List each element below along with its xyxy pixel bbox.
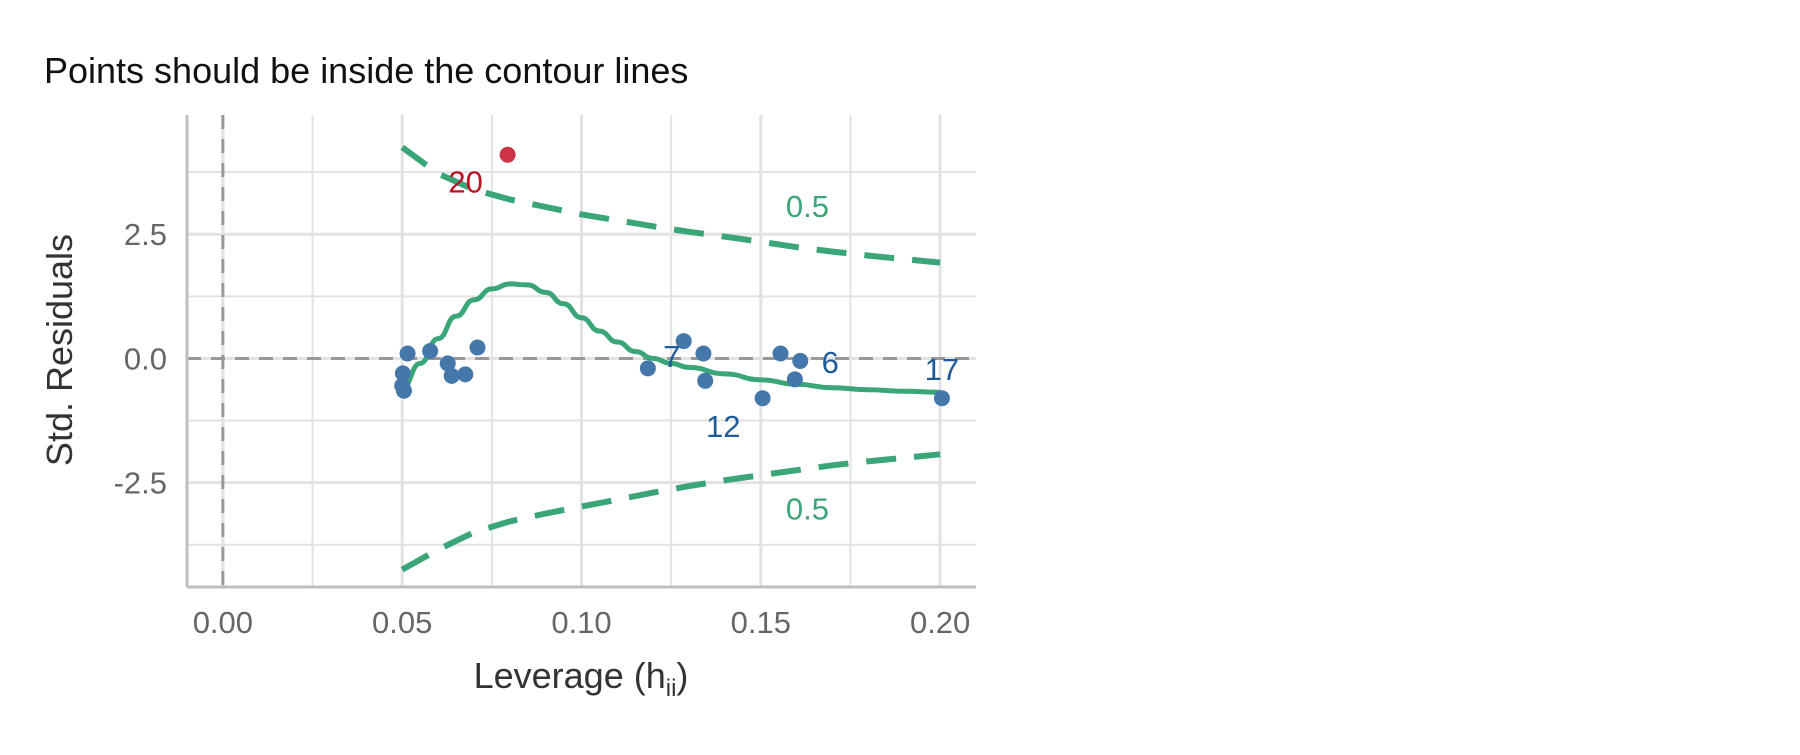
influential-point: [499, 146, 516, 163]
data-point: [443, 367, 460, 384]
x-tick-label: 0.20: [910, 605, 970, 640]
data-point: [469, 339, 486, 356]
x-tick-label: 0.15: [731, 605, 791, 640]
data-point: [439, 355, 456, 372]
point-label: 17: [925, 352, 959, 387]
x-tick-label: 0.10: [551, 605, 611, 640]
contour-label: 0.5: [786, 492, 829, 527]
data-point: [639, 360, 656, 377]
y-tick-label: 2.5: [124, 217, 167, 252]
chart-title: Points should be inside the contour line…: [44, 50, 688, 91]
contour-lines: 0.5 0.5: [400, 144, 941, 573]
data-points: [394, 146, 950, 407]
reference-lines: [187, 115, 976, 587]
grid: [187, 115, 976, 587]
point-label: 12: [706, 409, 740, 444]
data-point: [399, 345, 416, 362]
x-axis-title: Leverage (hii): [474, 655, 689, 702]
y-axis-title: Std. Residuals: [39, 234, 80, 466]
axes: 0.00 0.05 0.10 0.15 0.20 -2.5 0.0 2.5: [114, 115, 976, 640]
x-axis-title-main: Leverage (h: [474, 655, 666, 696]
data-point: [675, 333, 692, 350]
upper-contour-line: [400, 144, 941, 266]
lower-contour-line: [400, 451, 941, 573]
data-point: [394, 365, 411, 382]
point-label: 20: [448, 165, 482, 200]
data-point: [933, 390, 950, 407]
data-point: [457, 366, 474, 383]
data-point: [792, 352, 809, 369]
data-point: [697, 372, 714, 389]
x-tick-label: 0.05: [372, 605, 432, 640]
data-point: [772, 345, 789, 362]
data-point: [786, 371, 803, 388]
data-point: [695, 345, 712, 362]
data-point: [754, 390, 771, 407]
x-axis-title-subscript: ii: [666, 675, 677, 702]
y-tick-label: -2.5: [114, 466, 167, 501]
x-tick-label: 0.00: [193, 605, 253, 640]
point-label: 7: [663, 339, 680, 374]
contour-label: 0.5: [786, 189, 829, 224]
point-labels: 20 7 12 6 17: [448, 165, 959, 444]
y-tick-label: 0.0: [124, 341, 167, 376]
point-label: 6: [822, 345, 839, 380]
x-axis-title-close: ): [676, 655, 688, 696]
data-point: [395, 382, 412, 399]
data-point: [422, 343, 439, 359]
